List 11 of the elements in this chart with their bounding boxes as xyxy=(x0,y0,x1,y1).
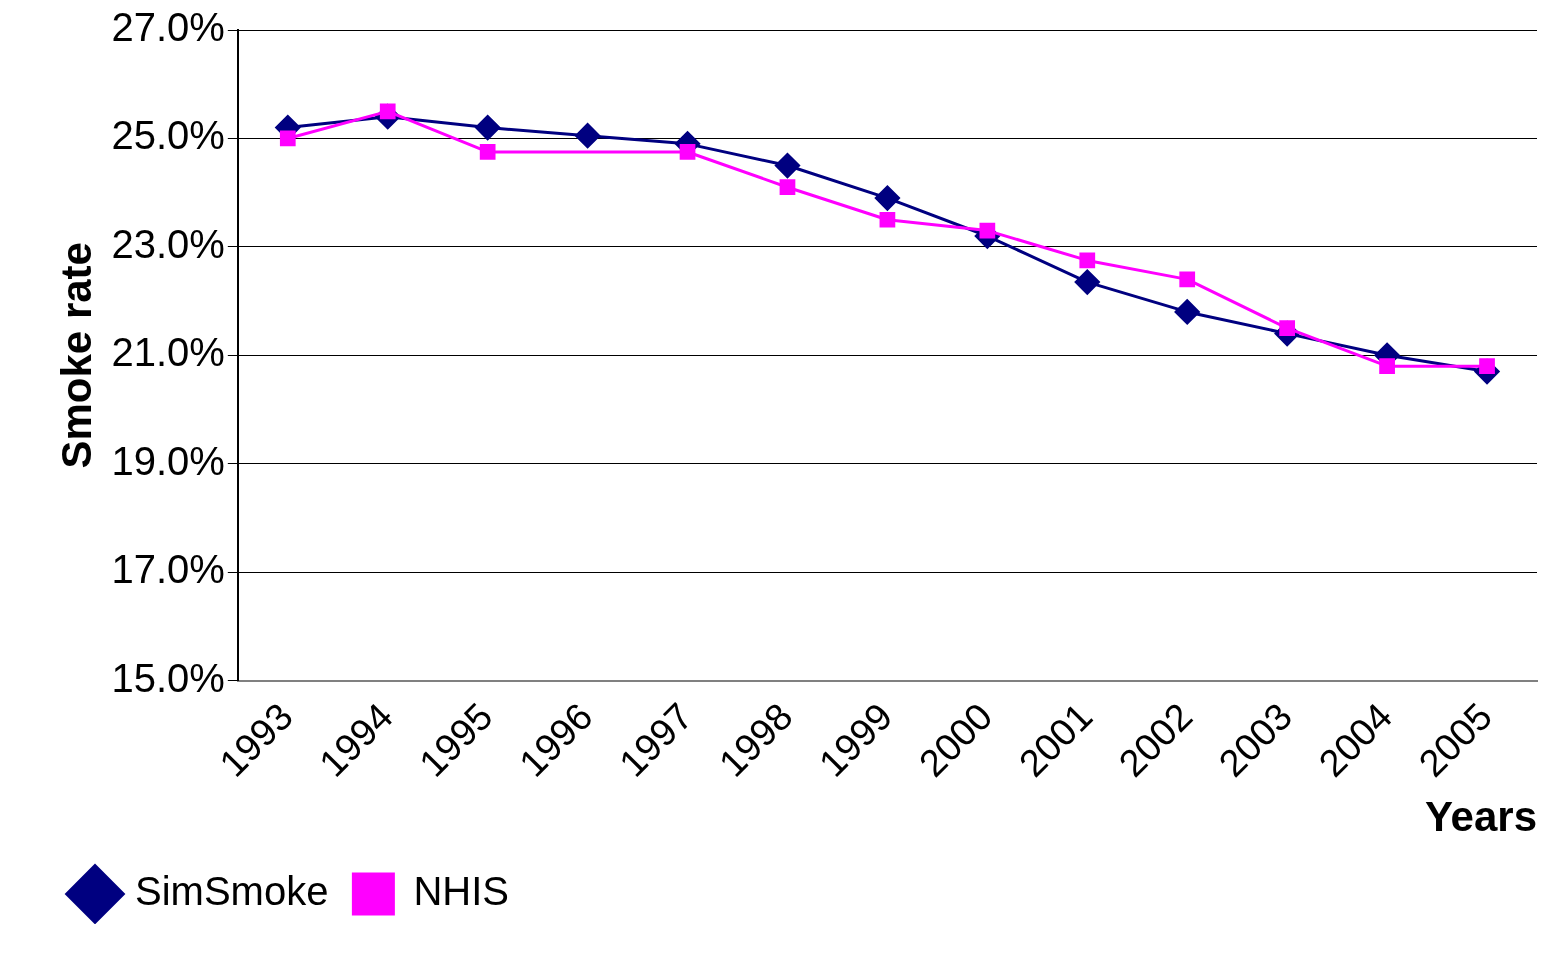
y-tick-label: 15.0% xyxy=(111,655,225,700)
y-tick-label: 19.0% xyxy=(111,438,225,483)
y-tick-label: 21.0% xyxy=(111,330,225,375)
y-tick-label: 17.0% xyxy=(111,547,225,592)
y-axis-title: Smoke rate xyxy=(52,242,100,469)
y-tick-label: 27.0% xyxy=(111,5,225,50)
y-tick-label: 25.0% xyxy=(111,113,225,158)
legend-label: NHIS xyxy=(413,869,509,914)
legend-label: SimSmoke xyxy=(135,869,329,914)
x-axis-title: Years xyxy=(1424,793,1537,841)
y-tick-label: 23.0% xyxy=(111,221,225,266)
